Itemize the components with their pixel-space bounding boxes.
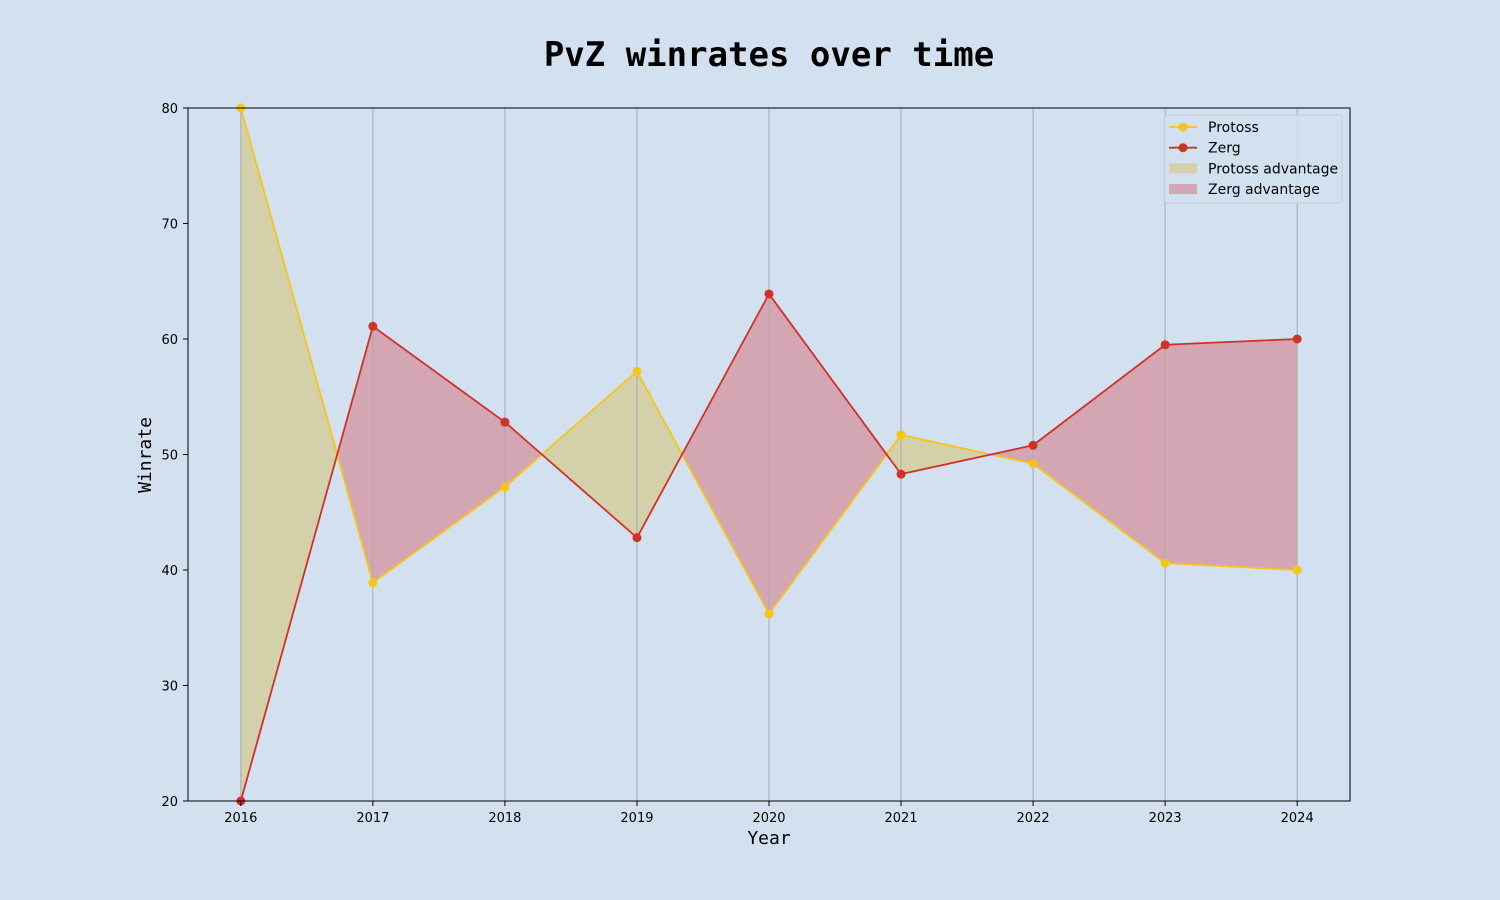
legend-zerg-marker [1178, 143, 1188, 153]
x-tick-label: 2021 [884, 811, 917, 826]
zerg-advantage-area [504, 422, 542, 487]
chart-title: PvZ winrates over time [544, 35, 994, 75]
zerg-point [1292, 334, 1302, 344]
legend-protoss-label: Protoss [1208, 120, 1259, 136]
plot-area: 2016 2017 2018 2019 2020 2021 2022 2023 2024 20 30… [161, 102, 1351, 826]
y-tick-label: 60 [161, 333, 178, 348]
legend-protoss-marker [1178, 122, 1188, 132]
protoss-advantage-area [901, 434, 991, 475]
y-tick-label: 30 [161, 680, 178, 695]
protoss-advantage-area [240, 108, 338, 801]
protoss-advantage-area [541, 371, 637, 538]
zerg-point [896, 469, 906, 479]
zerg-advantage-area [682, 293, 769, 614]
protoss-point [764, 609, 774, 619]
y-tick-label: 80 [161, 102, 178, 117]
y-tick-label: 70 [161, 218, 178, 233]
zerg-point [1028, 440, 1038, 450]
legend-zerg-advantage-swatch [1169, 184, 1197, 195]
x-tick-label: 2022 [1017, 811, 1050, 826]
legend-zerg-label: Zerg [1208, 141, 1241, 157]
protoss-point [500, 482, 510, 492]
x-tick-label: 2018 [488, 811, 521, 826]
zerg-point [632, 533, 642, 543]
x-tick-label: 2023 [1149, 811, 1182, 826]
x-tick-label: 2020 [752, 811, 785, 826]
legend-zerg-advantage-label: Zerg advantage [1208, 182, 1320, 198]
x-tick-label: 2024 [1281, 811, 1314, 826]
legend-protoss-advantage-label: Protoss advantage [1208, 161, 1338, 177]
legend-protoss-advantage-swatch [1169, 163, 1197, 174]
x-tick-label: 2019 [620, 811, 653, 826]
protoss-advantage-area [636, 371, 683, 538]
protoss-point [1028, 459, 1038, 469]
y-axis-label: Winrate [135, 417, 156, 493]
zerg-point [368, 321, 378, 331]
y-tick-label: 20 [161, 795, 178, 810]
protoss-point [632, 366, 642, 376]
zerg-point [1160, 340, 1170, 350]
protoss-point [1160, 558, 1170, 568]
protoss-point [368, 578, 378, 588]
legend: Protoss Zerg Protoss advantage Zerg advanta… [1163, 114, 1343, 204]
x-tick-label: 2016 [224, 811, 257, 826]
zerg-advantage-area [990, 445, 1034, 464]
y-tick-label: 40 [161, 564, 178, 579]
x-tick-label: 2017 [356, 811, 389, 826]
x-axis-label: Year [747, 828, 791, 849]
zerg-advantage-area [1033, 344, 1166, 564]
y-tick-label: 50 [161, 449, 178, 464]
zerg-advantage-area [372, 326, 505, 583]
legend-box [1163, 114, 1343, 204]
protoss-point [896, 430, 906, 440]
protoss-point [1292, 565, 1302, 575]
zerg-advantage-area [1165, 339, 1298, 570]
zerg-point [764, 289, 774, 299]
zerg-advantage-area [769, 293, 887, 614]
zerg-advantage-area [337, 326, 373, 583]
protoss-advantage-area [886, 434, 902, 475]
zerg-point [500, 417, 510, 427]
